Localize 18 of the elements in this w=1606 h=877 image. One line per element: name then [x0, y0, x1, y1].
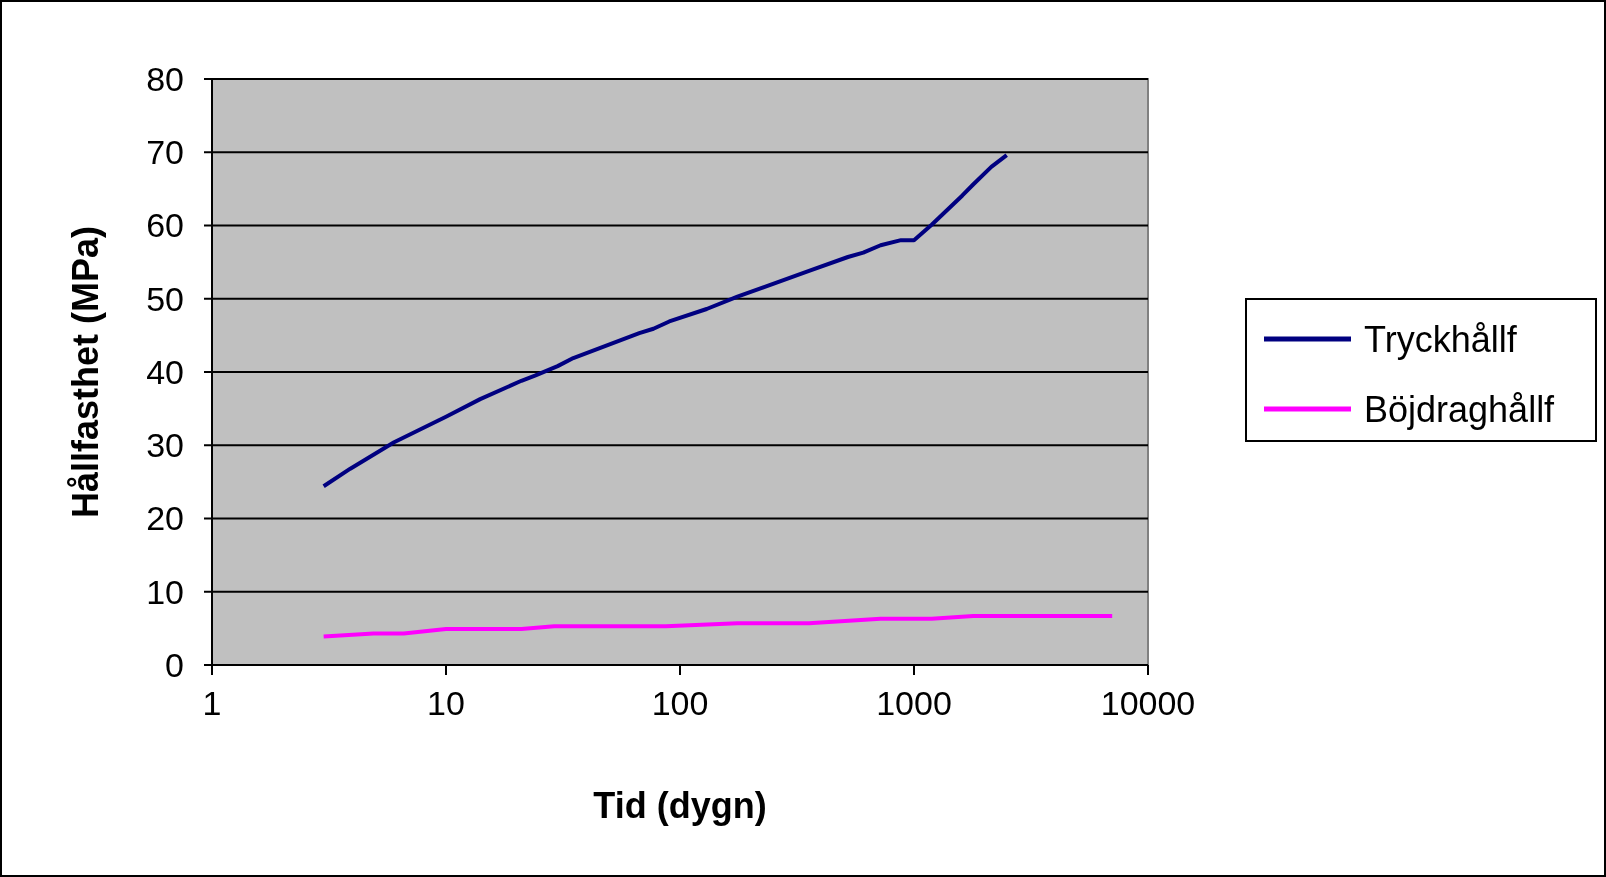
- legend-label: Tryckhållf: [1364, 318, 1518, 360]
- y-axis-title: Hållfasthet (MPa): [65, 225, 106, 519]
- x-axis-title: Tid (dygn): [593, 785, 767, 826]
- y-tick-label: 50: [146, 279, 184, 318]
- x-tick-label: 10: [427, 684, 465, 722]
- y-tick-label: 10: [146, 572, 184, 611]
- x-tick-label: 1000: [876, 684, 952, 722]
- y-tick-label: 80: [146, 59, 184, 98]
- y-tick-label: 0: [165, 645, 184, 684]
- y-tick-label: 20: [146, 499, 184, 538]
- x-tick-label: 100: [651, 684, 709, 722]
- x-tick-label: 1: [202, 684, 222, 722]
- x-tick-label: 10000: [1100, 684, 1196, 722]
- y-tick-label: 40: [146, 352, 184, 391]
- legend-label: Böjdraghållf: [1364, 388, 1556, 430]
- y-tick-label: 60: [146, 206, 184, 245]
- y-tick-label: 70: [146, 133, 184, 172]
- y-tick-label: 30: [146, 426, 184, 465]
